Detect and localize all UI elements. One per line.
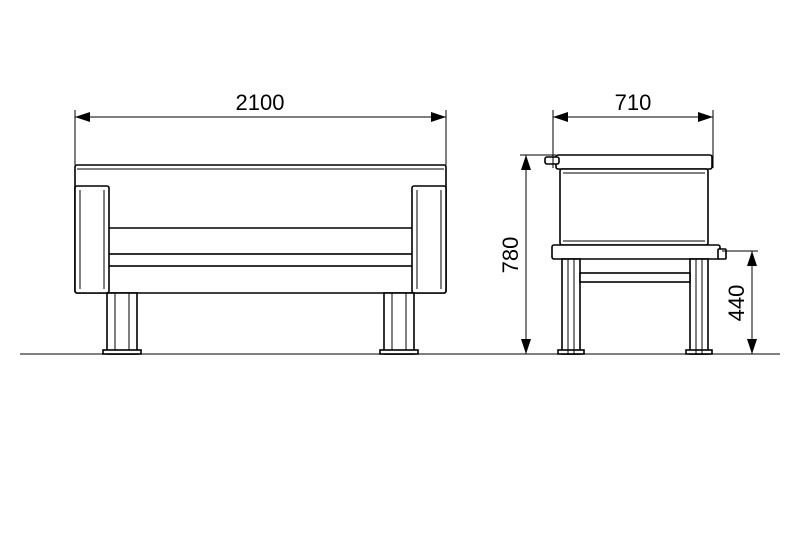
front-view <box>75 165 446 354</box>
dim-width-front-value: 2100 <box>236 90 285 115</box>
dim-width-front: 2100 <box>75 90 446 165</box>
dim-height-440: 440 <box>722 251 758 354</box>
dim-height-780-value: 780 <box>498 237 523 274</box>
side-view <box>545 155 726 354</box>
dim-height-780: 780 <box>498 155 556 354</box>
dim-width-side-value: 710 <box>615 90 652 115</box>
dim-height-440-value: 440 <box>724 285 749 322</box>
technical-drawing: 2100 710 780 440 <box>0 0 800 533</box>
